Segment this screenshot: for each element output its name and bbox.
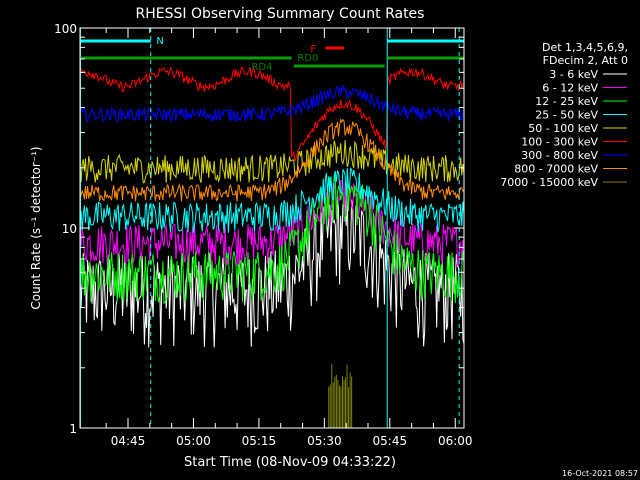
legend-entry-label: 100 - 300 keV [521, 136, 598, 149]
y-axis-label: Count Rate (s⁻¹ detector⁻¹) [29, 146, 43, 309]
rd4-label: RD4 [251, 62, 272, 73]
chart-title: RHESSI Observing Summary Count Rates [136, 6, 425, 22]
legend-header-1: Det 1,3,4,5,6,9, [542, 41, 628, 54]
x-tick-label: 06:00 [438, 434, 473, 448]
x-tick-label: 05:15 [242, 434, 277, 448]
x-tick-label: 05:00 [176, 434, 211, 448]
night-label: N [156, 36, 163, 47]
x-tick-label: 05:30 [307, 434, 342, 448]
legend-entry-label: 800 - 7000 keV [514, 163, 598, 176]
series-line [80, 171, 464, 305]
legend-entry-label: 25 - 50 keV [535, 109, 598, 122]
legend: Det 1,3,4,5,6,9, FDecim 2, Att 0 3 - 6 k… [500, 41, 628, 189]
legend-header-2: FDecim 2, Att 0 [543, 54, 628, 67]
x-axis-label: Start Time (08-Nov-09 04:33:22) [184, 455, 396, 470]
y-tick-label: 1 [69, 422, 77, 436]
legend-entry-label: 6 - 12 keV [542, 82, 598, 95]
series-line [80, 66, 464, 162]
series-line [80, 179, 464, 267]
series-line [80, 84, 464, 123]
legend-entry-label: 300 - 800 keV [521, 149, 598, 162]
legend-entry-label: 50 - 100 keV [528, 122, 598, 135]
flare-label: F [310, 44, 316, 55]
x-tick-label: 04:45 [111, 434, 146, 448]
series-line [80, 118, 464, 202]
rd0-label: RD0 [297, 53, 318, 64]
axes: 1 10 100 04:45 05:00 05:15 05:30 05:45 06:00 [54, 22, 472, 448]
legend-entry-label: 3 - 6 keV [549, 68, 598, 81]
legend-entry-label: 12 - 25 keV [535, 95, 598, 108]
series-line [80, 140, 464, 184]
y-tick-label: 100 [54, 22, 77, 36]
x-tick-label: 05:45 [373, 434, 408, 448]
footer-date: 16-Oct-2021 08:57 [562, 469, 638, 478]
y-tick-label: 10 [62, 222, 77, 236]
series-line [80, 167, 464, 234]
legend-entry-label: 7000 - 15000 keV [500, 176, 598, 189]
